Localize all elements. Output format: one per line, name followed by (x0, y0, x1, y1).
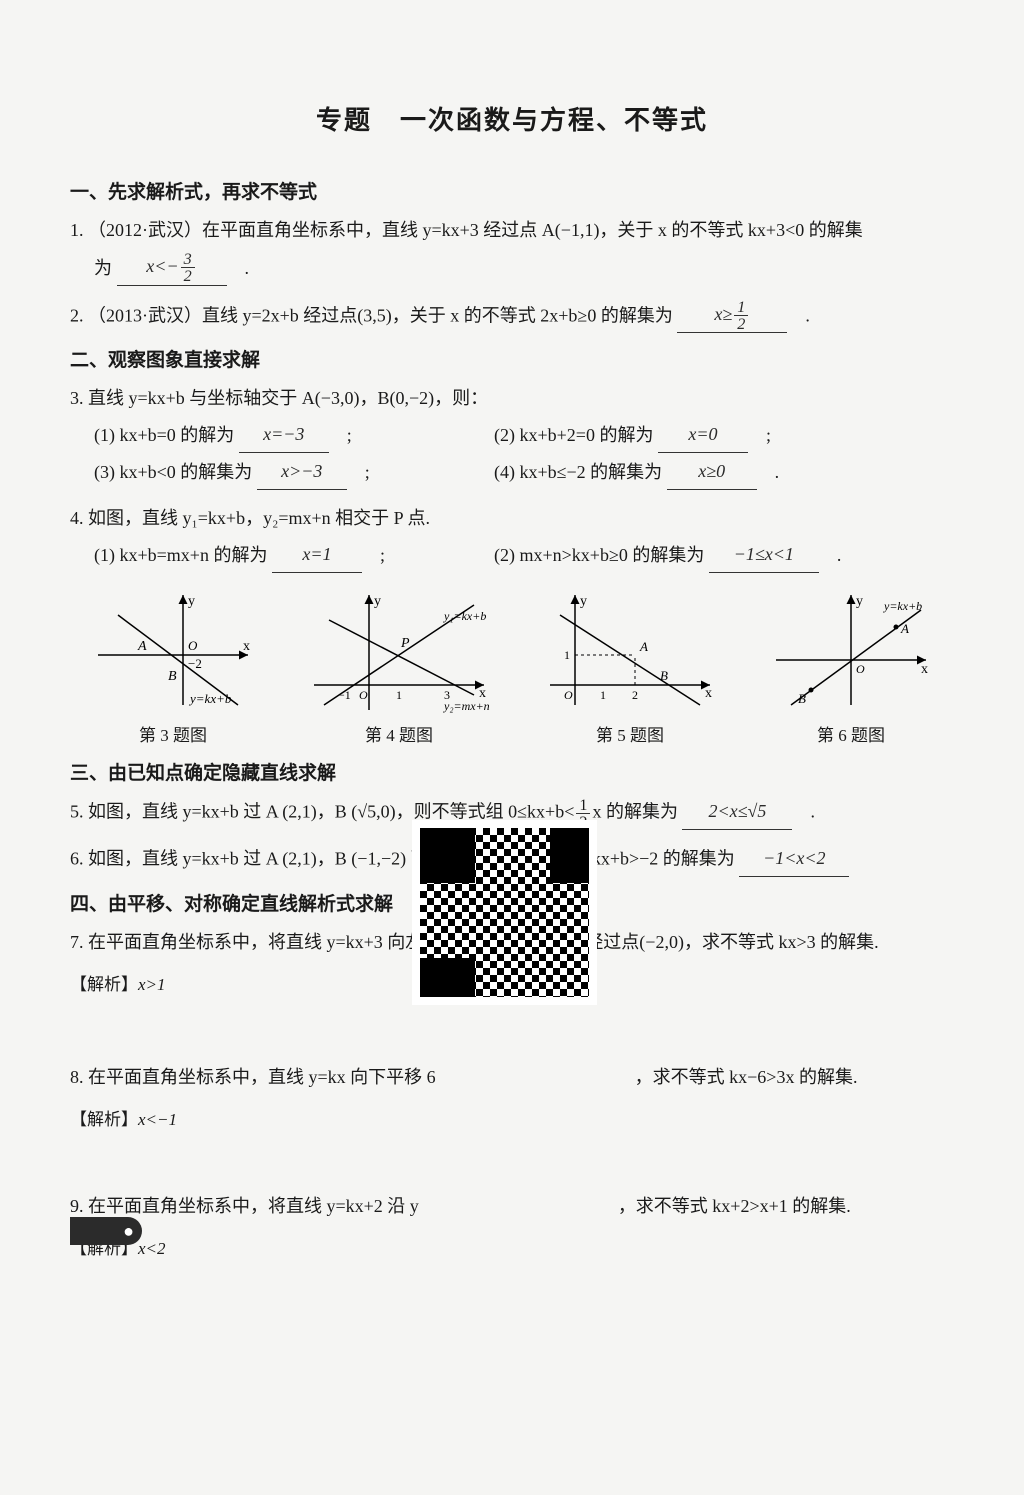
analysis-8-val: x<−1 (138, 1110, 177, 1129)
svg-text:y=kx+b: y=kx+b (188, 691, 232, 706)
section1-heading: 一、先求解析式，再求不等式 (70, 177, 954, 204)
svg-text:O: O (564, 688, 573, 702)
q4p1-a: x=1 (272, 536, 362, 573)
problem-4: 4. 如图，直线 y₁=kx+b，y₂=mx+n 相交于 P 点. (1) kx… (70, 500, 954, 573)
problem-2: 2. （2013·武汉）直线 y=2x+b 经过点(3,5)，关于 x 的不等式… (70, 296, 954, 334)
svg-text:y: y (374, 594, 381, 609)
q3p4-q: (4) kx+b≤−2 的解集为 (494, 462, 662, 482)
problem-1: 1. （2012·武汉）在平面直角坐标系中，直线 y=kx+3 经过点 A(−1… (70, 212, 954, 286)
figure-6: y x y=kx+b A B O 第 6 题图 (766, 585, 936, 746)
figure-6-caption: 第 6 题图 (766, 721, 936, 746)
svg-text:1: 1 (564, 648, 570, 662)
svg-text:x: x (705, 686, 712, 701)
q1-text: 1. （2012·武汉）在平面直角坐标系中，直线 y=kx+3 经过点 A(−1… (70, 220, 863, 240)
analysis-7-val: x>1 (138, 975, 166, 994)
q3-stem: 3. 直线 y=kx+b 与坐标轴交于 A(−3,0)，B(0,−2)，则： (70, 388, 488, 408)
page-number-mark: ● (70, 1217, 142, 1245)
svg-text:3: 3 (444, 688, 450, 702)
figure-4-caption: 第 4 题图 (304, 721, 494, 746)
q2-text: 2. （2013·武汉）直线 y=2x+b 经过点(3,5)，关于 x 的不等式… (70, 305, 673, 325)
svg-text:y: y (188, 594, 195, 609)
q2-answer-blank: x≥12 (677, 296, 787, 334)
q3p1-q: (1) kx+b=0 的解为 (94, 425, 234, 445)
qr-code (412, 820, 597, 1005)
q8-text-a: 8. 在平面直角坐标系中，直线 y=kx 向下平移 6 (70, 1067, 436, 1087)
analysis-9: 【解析】x<2 (70, 1234, 954, 1259)
svg-text:1: 1 (600, 688, 606, 702)
q8-text-b: ，求不等式 kx−6>3x 的解集. (635, 1067, 858, 1087)
q3p2-a: x=0 (658, 416, 748, 453)
svg-text:y₂=mx+n: y₂=mx+n (443, 699, 490, 713)
svg-text:−2: −2 (188, 656, 202, 671)
q4-stem: 4. 如图，直线 y₁=kx+b，y₂=mx+n 相交于 P 点. (70, 508, 430, 528)
figure-4: y x y₁=kx+b y₂=mx+n P −1 O 1 3 第 4 题图 (304, 585, 494, 746)
svg-text:A: A (137, 639, 147, 654)
svg-text:A: A (639, 639, 648, 654)
q4p2-a: −1≤x<1 (709, 536, 819, 573)
svg-text:−1: −1 (338, 688, 351, 702)
analysis-7-label: 【解析】 (70, 975, 138, 994)
svg-text:O: O (188, 638, 198, 653)
svg-text:y=kx+b: y=kx+b (883, 599, 922, 613)
q3p4-a: x≥0 (667, 453, 757, 490)
figure-3: y x A B −2 O y=kx+b 第 3 题图 (88, 585, 258, 746)
svg-text:B: B (168, 669, 177, 684)
svg-text:O: O (856, 662, 865, 676)
svg-text:x: x (243, 639, 250, 654)
page-title: 专题 一次函数与方程、不等式 (70, 100, 954, 137)
q4p2-q: (2) mx+n>kx+b≥0 的解集为 (494, 545, 704, 565)
q9-text-b: ，求不等式 kx+2>x+1 的解集. (618, 1196, 851, 1216)
q1-answer-blank: x<−32 (117, 248, 227, 286)
q4p1-q: (1) kx+b=mx+n 的解为 (94, 545, 267, 565)
q3p1-a: x=−3 (239, 416, 329, 453)
worksheet-page: 专题 一次函数与方程、不等式 一、先求解析式，再求不等式 1. （2012·武汉… (0, 0, 1024, 1317)
q5-answer: 2<x≤√5 (682, 793, 792, 830)
q6-text-b: x>kx+b>−2 的解集为 (573, 849, 735, 869)
figure-3-caption: 第 3 题图 (88, 721, 258, 746)
q3p3-q: (3) kx+b<0 的解集为 (94, 462, 252, 482)
problem-3: 3. 直线 y=kx+b 与坐标轴交于 A(−3,0)，B(0,−2)，则： (… (70, 380, 954, 490)
q6-answer: −1<x<2 (739, 840, 849, 877)
svg-text:y: y (580, 594, 587, 609)
analysis-9-val: x<2 (138, 1239, 166, 1258)
section3-heading: 三、由已知点确定隐藏直线求解 (70, 758, 954, 785)
figures-row: y x A B −2 O y=kx+b 第 3 题图 y x y₁=kx+b y (70, 585, 954, 746)
svg-text:1: 1 (396, 688, 402, 702)
problem-8: 8. 在平面直角坐标系中，直线 y=kx 向下平移 6 ，求不等式 kx−6>3… (70, 1059, 954, 1095)
figure-5: y x A B O 1 1 2 第 5 题图 (540, 585, 720, 746)
q1-label: 为 (94, 258, 112, 278)
svg-text:B: B (798, 691, 806, 706)
q3p3-a: x>−3 (257, 453, 347, 490)
problem-9: 9. 在平面直角坐标系中，将直线 y=kx+2 沿 y ，求不等式 kx+2>x… (70, 1188, 954, 1224)
q3p2-q: (2) kx+b+2=0 的解为 (494, 425, 653, 445)
q5-text-a: 5. 如图，直线 y=kx+b 过 A (2,1)，B (√5,0)，则不等式组… (70, 802, 574, 822)
svg-text:B: B (660, 668, 668, 683)
svg-text:y₁=kx+b: y₁=kx+b (443, 609, 486, 623)
analysis-8-label: 【解析】 (70, 1110, 138, 1129)
svg-text:A: A (900, 621, 909, 636)
svg-text:P: P (400, 636, 410, 651)
analysis-8: 【解析】x<−1 (70, 1105, 954, 1130)
svg-text:2: 2 (632, 688, 638, 702)
q5-text-b: x 的解集为 (592, 802, 678, 822)
q9-text-a: 9. 在平面直角坐标系中，将直线 y=kx+2 沿 y (70, 1196, 419, 1216)
section2-heading: 二、观察图象直接求解 (70, 345, 954, 372)
svg-text:O: O (359, 688, 368, 702)
figure-5-caption: 第 5 题图 (540, 721, 720, 746)
svg-text:y: y (856, 594, 863, 609)
svg-text:x: x (921, 662, 928, 677)
